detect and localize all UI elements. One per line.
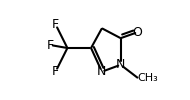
Text: N: N [97,65,107,78]
Text: F: F [47,39,54,52]
Text: N: N [116,58,125,71]
Text: O: O [132,26,142,39]
Text: CH₃: CH₃ [137,73,158,83]
Text: F: F [52,18,59,31]
Text: F: F [52,65,59,78]
